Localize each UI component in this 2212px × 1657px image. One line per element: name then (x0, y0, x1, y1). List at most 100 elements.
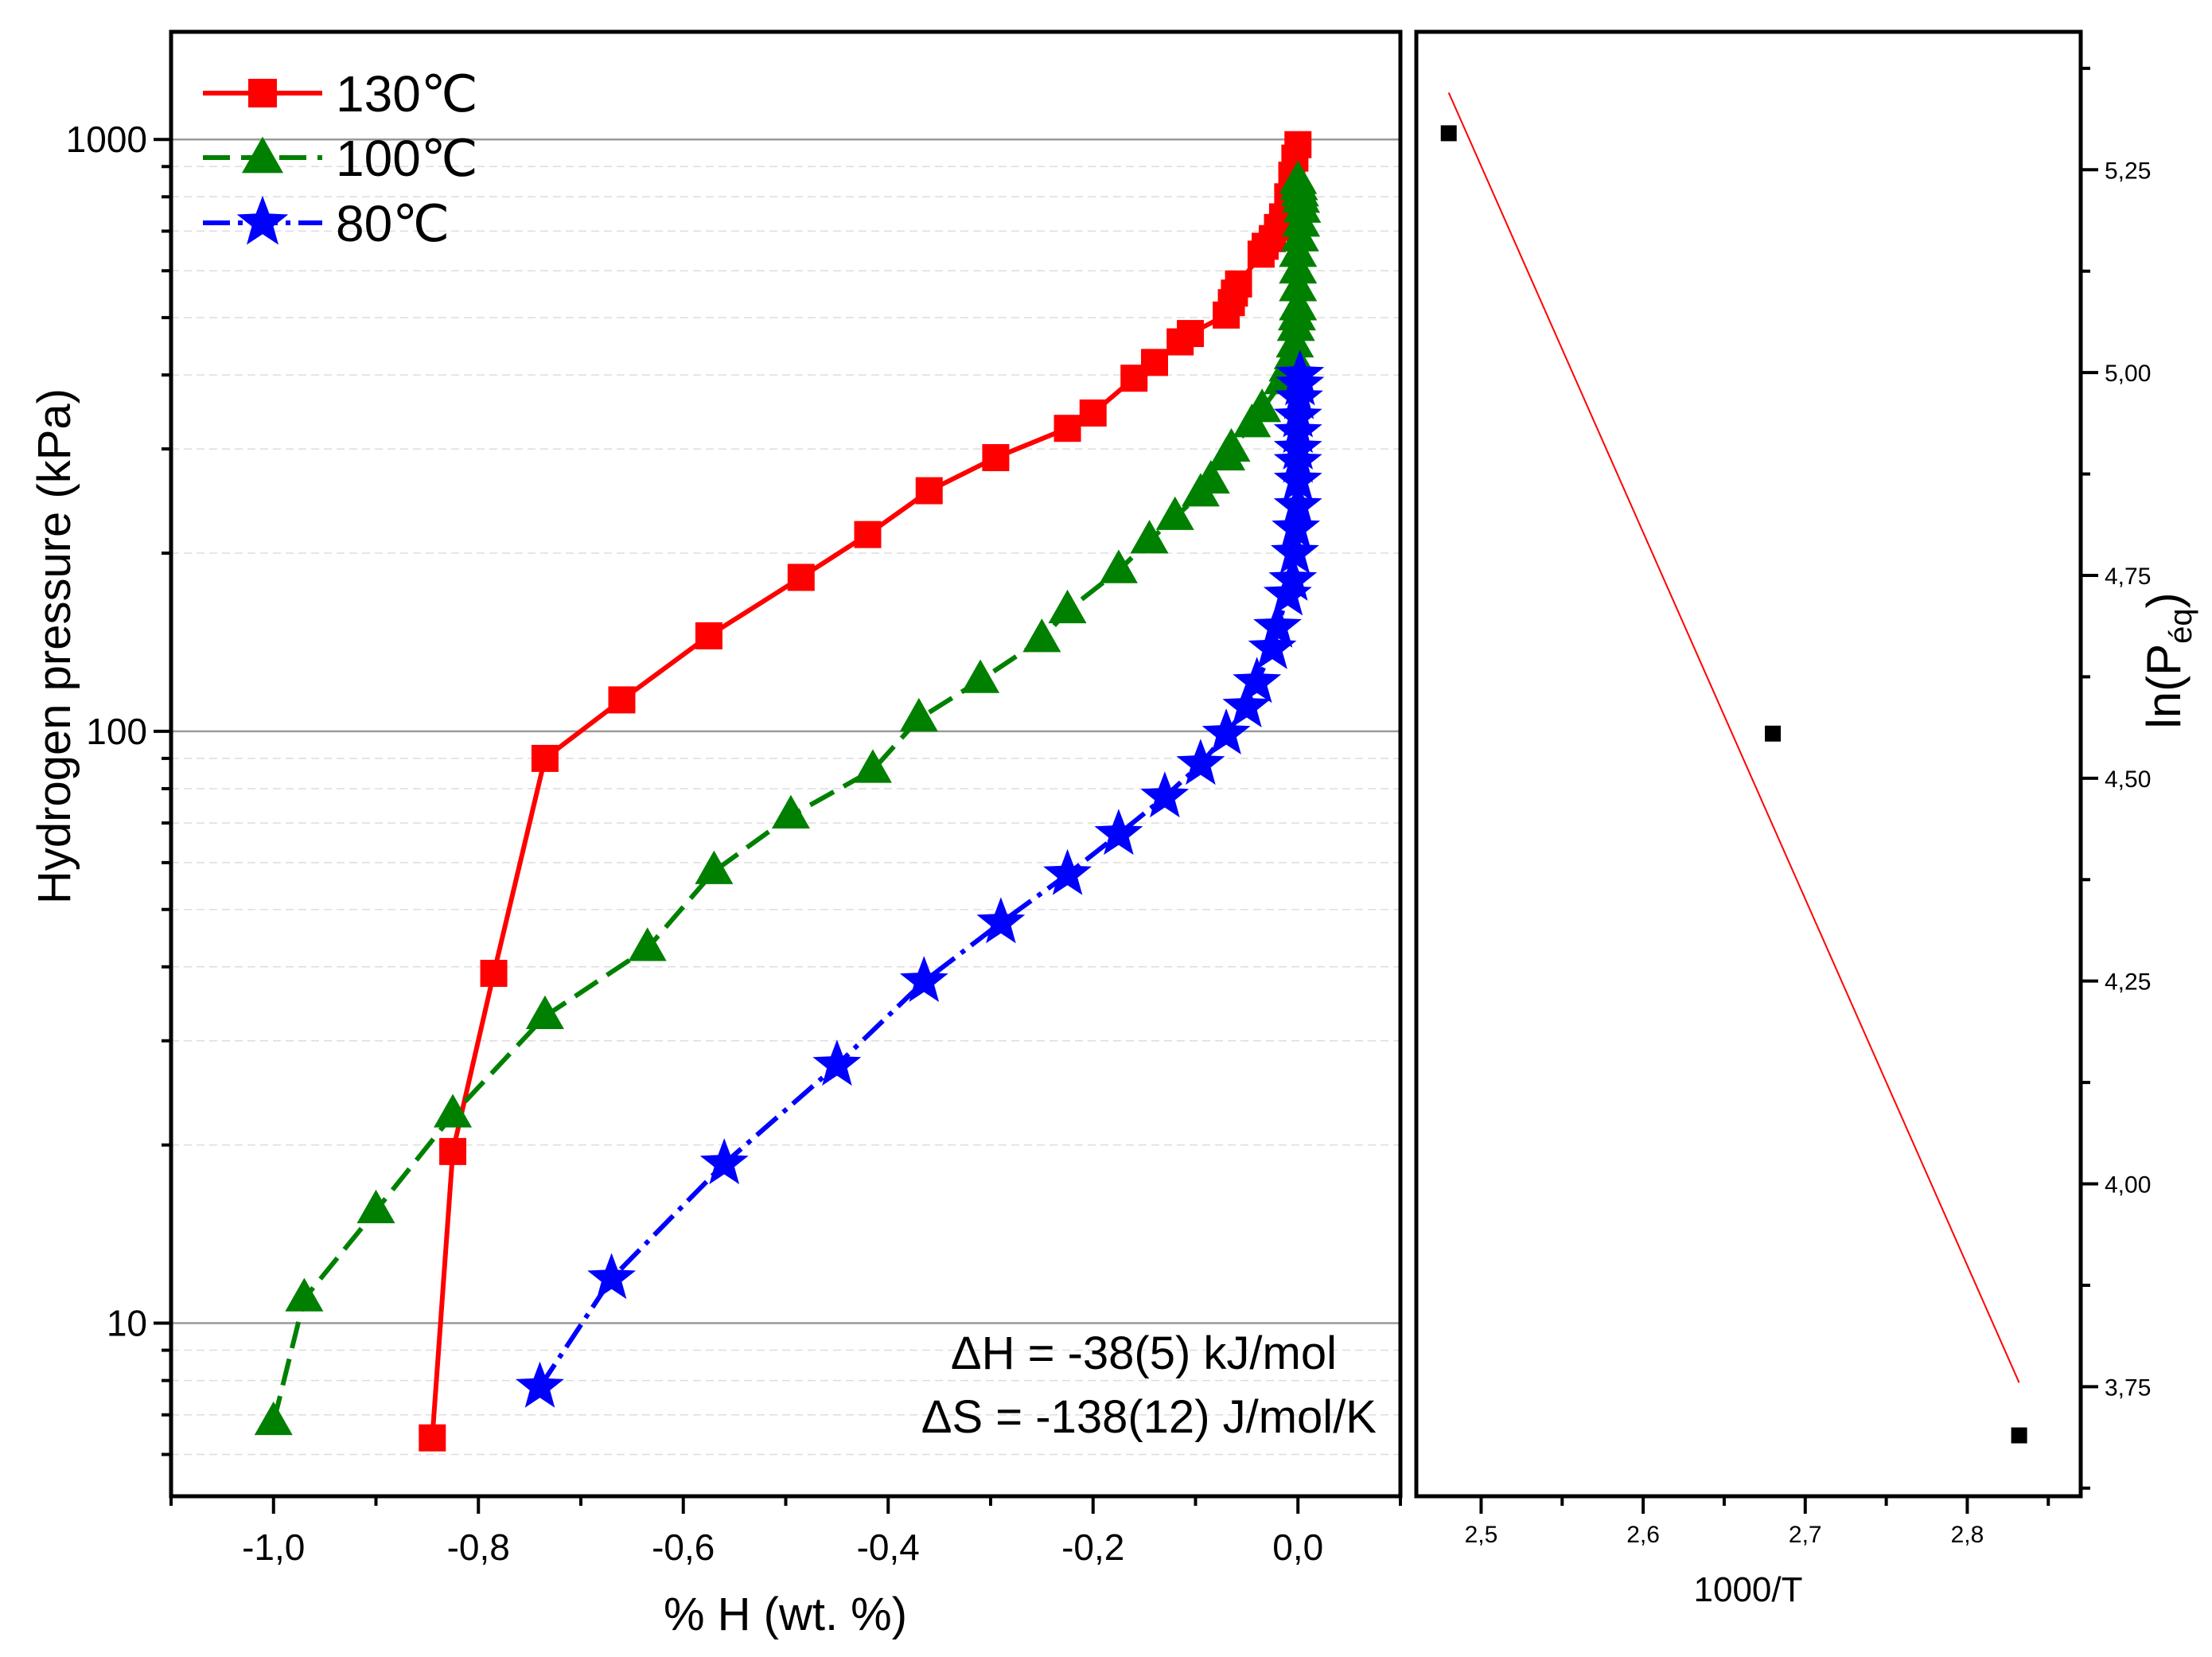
legend-triangle-marker (242, 136, 283, 173)
data-point-triangle (1279, 267, 1318, 302)
data-point-triangle (771, 794, 810, 829)
data-point-triangle (853, 749, 892, 783)
left-series-group (254, 131, 1325, 1452)
right-x-tick-label: 2,8 (1951, 1522, 1984, 1548)
data-point-square (915, 477, 943, 505)
data-point-square (1177, 320, 1205, 348)
right-y-tick-label: 4,75 (2105, 563, 2151, 590)
legend-star-marker (236, 196, 289, 245)
right-chart-panel: 2,5 2,6 2,7 2,8 3,75 4,00 4,25 4,50 4,75 5,00 5,25… (1414, 29, 2198, 1609)
scatter-point (1440, 125, 1457, 142)
right-y-tick-label: 4,50 (2105, 766, 2151, 793)
data-point-triangle (1130, 520, 1169, 554)
data-point-square (854, 520, 882, 548)
left-x-tick-label: -0,6 (652, 1526, 715, 1568)
data-point-triangle (285, 1277, 324, 1312)
fit-line (1447, 92, 2020, 1383)
right-plot-frame (1414, 29, 2083, 1499)
data-point-star (1201, 708, 1251, 754)
scatter-point (1765, 725, 1782, 742)
data-point-triangle (1212, 427, 1251, 462)
left-x-axis-title: % H (wt. %) (664, 1589, 907, 1640)
data-point-star (1140, 771, 1190, 818)
data-point-star (1273, 391, 1322, 438)
left-gridlines (171, 138, 1400, 1456)
legend-square-marker (248, 79, 277, 107)
data-point-triangle (1048, 589, 1087, 624)
svg-text:ln(Péq): ln(Péq) (2137, 592, 2198, 728)
right-series-group (1440, 92, 2027, 1444)
data-point-square (1079, 399, 1107, 427)
data-point-triangle (1279, 160, 1318, 194)
data-point-square (419, 1424, 446, 1452)
right-y-tick-label: 3,75 (2105, 1374, 2151, 1401)
data-point-star (1273, 407, 1322, 454)
data-point-star (516, 1361, 564, 1408)
left-x-tick-label: -0,8 (447, 1526, 510, 1568)
left-y-tick-label: 100 (86, 711, 147, 752)
data-point-square (531, 744, 559, 772)
data-point-star (1275, 349, 1325, 396)
data-point-star (1273, 481, 1322, 527)
data-point-square (480, 959, 508, 987)
data-point-square (439, 1137, 467, 1165)
right-y-axis-title: ln(Péq) (2137, 592, 2198, 728)
enthalpy-annotation: ΔH = -38(5) kJ/mol (951, 1328, 1337, 1379)
right-x-tick-label: 2,7 (1789, 1522, 1822, 1548)
data-point-triangle (1191, 459, 1230, 494)
data-point-triangle (628, 927, 667, 961)
left-x-tick-label: 0,0 (1272, 1526, 1323, 1568)
data-point-star (1273, 436, 1322, 483)
data-point-triangle (525, 995, 564, 1029)
data-point-triangle (1243, 388, 1282, 423)
data-point-star (1268, 555, 1318, 601)
right-y-tick-label: 4,25 (2105, 969, 2151, 996)
left-chart-panel: 10 100 1000 -1,0 -0,8 -0,6 -0,4 -0,2 0,0 % H (wt… (29, 29, 1403, 1640)
data-point-triangle (1099, 549, 1138, 583)
data-point-star (976, 897, 1026, 944)
right-x-tick-label: 2,6 (1626, 1522, 1660, 1548)
data-point-star (1248, 622, 1297, 669)
left-y-tick-label: 1000 (66, 119, 147, 160)
data-point-triangle (1279, 287, 1318, 321)
right-x-axis-title: 1000/T (1694, 1570, 1803, 1609)
left-x-tick-label: -0,2 (1061, 1526, 1124, 1568)
data-point-square (695, 622, 722, 649)
data-point-star (1273, 455, 1322, 501)
right-y-tick-label: 4,00 (2105, 1172, 2151, 1199)
data-point-triangle (356, 1189, 395, 1224)
data-point-star (1271, 528, 1319, 574)
data-point-star (1273, 423, 1322, 470)
legend-label-100: 100℃ (336, 130, 478, 187)
left-x-tick-label: -0,4 (857, 1526, 920, 1568)
data-point-square (787, 563, 815, 591)
data-point-star (812, 1039, 862, 1086)
data-point-triangle (434, 1094, 473, 1128)
data-point-square (1053, 415, 1081, 443)
left-x-tick-label: -1,0 (242, 1526, 305, 1568)
data-point-square (982, 444, 1010, 472)
data-point-star (699, 1138, 749, 1184)
legend-marker-square (248, 79, 277, 107)
data-point-triangle (899, 697, 938, 732)
data-point-triangle (1022, 618, 1061, 653)
data-point-square (1141, 349, 1168, 376)
right-y-tick-label: 5,00 (2105, 361, 2151, 387)
data-point-square (608, 686, 636, 714)
legend: 130℃ 100℃ 80℃ (203, 65, 478, 252)
data-point-star (899, 956, 948, 1002)
data-point-triangle (961, 659, 1000, 693)
right-ticks: 2,5 2,6 2,7 2,8 3,75 4,00 4,25 4,50 4,75 5,00 5,25 (1465, 66, 2151, 1548)
data-point-square (1284, 131, 1312, 158)
data-point-triangle (1155, 496, 1194, 530)
data-point-star (587, 1253, 637, 1300)
entropy-annotation: ΔS = -138(12) J/mol/K (921, 1391, 1377, 1443)
scatter-point (2011, 1427, 2027, 1444)
left-y-tick-label: 10 (107, 1303, 147, 1344)
left-y-axis-title: Hydrogen pressure (kPa) (29, 388, 80, 904)
data-point-star (1253, 601, 1302, 648)
legend-label-130: 130℃ (336, 65, 478, 123)
data-point-star (1272, 503, 1321, 550)
data-point-triangle (254, 1401, 293, 1436)
